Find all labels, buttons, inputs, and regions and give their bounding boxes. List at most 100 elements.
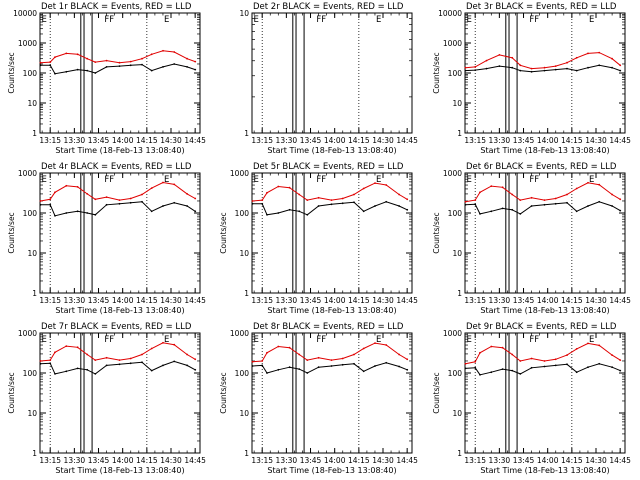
x-tick-label: 14:00 [537,456,559,465]
x-tick-label: 13:45 [513,456,535,465]
x-tick-label: 14:30 [585,456,607,465]
plot-frame [464,172,626,294]
data-point [341,202,344,205]
y-tick-label: 10 [452,99,462,108]
flag-marker: E [589,175,594,185]
series-lld [252,342,408,363]
data-point [129,60,132,63]
data-point [398,205,400,207]
flag-marker: F [534,175,539,185]
data-point [186,364,189,367]
y-tick-label: 100 [23,369,38,378]
data-point [306,372,309,374]
x-tick-label: 14:30 [160,456,182,465]
data-point [619,69,622,72]
data-point [65,345,68,347]
y-axis-label: Counts/sec [7,372,16,413]
x-tick-label: 14:00 [537,136,559,145]
data-point [306,213,309,216]
data-point [479,213,481,215]
data-point [362,370,365,373]
data-point [105,203,108,206]
data-point [306,199,309,202]
data-point [330,359,333,361]
data-point [474,360,477,363]
x-tick-label: 13:15 [251,136,273,145]
plot-frame [251,12,413,134]
data-point [598,362,601,365]
data-point [141,63,143,66]
plot-frame [39,172,201,294]
x-tick-label: 14:30 [585,136,607,145]
y-tick-label: 10 [239,9,249,18]
flag-marker: F [109,335,114,345]
data-point [306,359,309,361]
data-point [277,368,280,371]
data-point [49,198,52,201]
data-point [76,210,79,213]
data-point [587,342,589,345]
data-point [611,57,613,60]
data-point [317,196,320,199]
data-point [54,56,56,58]
data-point [277,185,280,188]
y-tick-label: 1 [32,449,37,458]
x-axis-label: Start Time (18-Feb-13 13:08:40) [267,466,396,475]
data-point [385,361,388,364]
data-point [49,362,52,365]
data-point [173,51,176,53]
x-tick-label: 13:45 [300,456,322,465]
data-point [330,365,333,367]
y-axis-label: Counts/sec [432,372,441,413]
data-point [94,61,97,63]
flag-marker: F [316,15,321,25]
data-point [39,64,42,67]
data-point [575,210,578,213]
x-tick-label: 13:30 [64,456,86,465]
data-point [65,184,68,187]
flag-marker: E [164,15,169,25]
data-point [464,66,467,69]
data-point [54,373,56,375]
data-point [288,366,291,369]
x-tick-label: 14:15 [561,136,583,145]
data-point [611,66,613,69]
x-tick-label: 13:45 [300,296,322,305]
data-point [575,371,578,374]
data-point [406,198,409,201]
y-axis-label: Counts/sec [219,212,228,253]
data-point [194,197,197,200]
x-tick-label: 14:30 [585,296,607,305]
data-point [65,52,68,55]
series-events [252,201,408,216]
panel-title: Det 3r BLACK = Events, RED = LLD [466,2,617,12]
data-point [194,368,197,371]
data-point [519,199,522,202]
data-point [251,365,254,367]
y-axis-label: Counts/sec [7,52,16,93]
panel-det-5r: Det 5r BLACK = Events, RED = LLD 1 10 100 10… [219,162,418,315]
y-tick-label: 100 [23,69,38,78]
x-tick-label: 14:00 [537,296,559,305]
data-point [141,361,143,364]
data-point [362,187,365,190]
data-point [76,186,79,188]
data-point [511,193,514,196]
flag-marker: F [529,15,534,25]
flag-marker: F [316,335,321,345]
data-point [118,61,121,64]
data-point [385,344,388,346]
data-point [173,201,176,204]
data-point [385,200,388,203]
data-point [49,64,52,67]
data-point [49,359,52,361]
panel-det-2r: Det 2r BLACK = Events, RED = LLD 1 10 13:15… [239,2,418,155]
series-lld [40,50,196,64]
data-point [39,61,42,64]
data-point [554,65,557,67]
data-point [587,205,589,207]
data-point [501,346,504,349]
data-point [86,193,89,195]
data-point [186,353,189,356]
y-axis-label: Counts/sec [432,212,441,253]
